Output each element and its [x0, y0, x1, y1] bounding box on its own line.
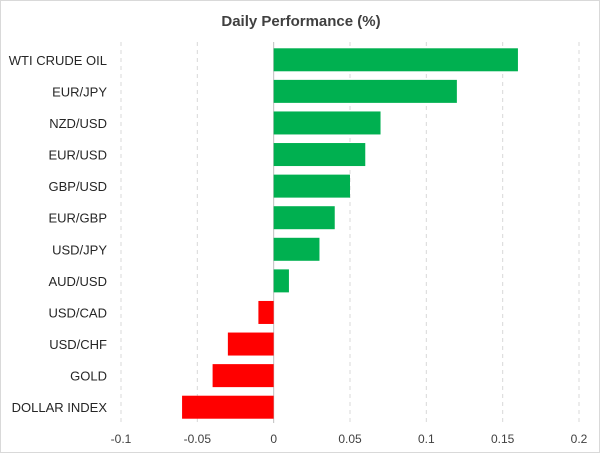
- bars: [182, 48, 518, 419]
- category-label: EUR/USD: [48, 148, 107, 163]
- category-label: EUR/GBP: [48, 211, 107, 226]
- bar: [273, 143, 366, 167]
- category-label: USD/JPY: [52, 242, 107, 257]
- bar: [273, 79, 457, 103]
- category-label: NZD/USD: [49, 116, 107, 131]
- category-label: AUD/USD: [48, 274, 107, 289]
- x-tick-label: 0: [270, 432, 277, 446]
- category-label: GOLD: [70, 369, 107, 384]
- x-axis-ticks: -0.1 -0.05 0 0.05 0.1 0.15 0.2: [111, 432, 588, 446]
- x-tick-label: 0.1: [418, 432, 435, 446]
- bar: [212, 364, 274, 388]
- gridlines: [120, 42, 580, 423]
- x-tick-label: 0.2: [571, 432, 588, 446]
- bar: [273, 237, 320, 261]
- category-label: GBP/USD: [48, 179, 107, 194]
- category-label: USD/CHF: [49, 337, 107, 352]
- category-label: EUR/JPY: [52, 84, 107, 99]
- chart-title: Daily Performance (%): [221, 13, 380, 30]
- category-labels: WTI CRUDE OIL EUR/JPY NZD/USD EUR/USD GBP/US…: [9, 53, 108, 415]
- bar: [273, 206, 335, 230]
- bar: [273, 111, 381, 135]
- bar: [273, 174, 350, 198]
- bar: [258, 300, 274, 324]
- x-tick-label: -0.1: [111, 432, 132, 446]
- bar: [182, 395, 274, 419]
- bar: [227, 332, 274, 356]
- x-tick-label: -0.05: [184, 432, 212, 446]
- category-label: WTI CRUDE OIL: [9, 53, 107, 68]
- category-label: USD/CAD: [48, 305, 107, 320]
- x-tick-label: 0.15: [491, 432, 515, 446]
- bar: [273, 269, 289, 293]
- bar: [273, 48, 518, 72]
- category-label: DOLLAR INDEX: [12, 400, 108, 415]
- x-tick-label: 0.05: [338, 432, 362, 446]
